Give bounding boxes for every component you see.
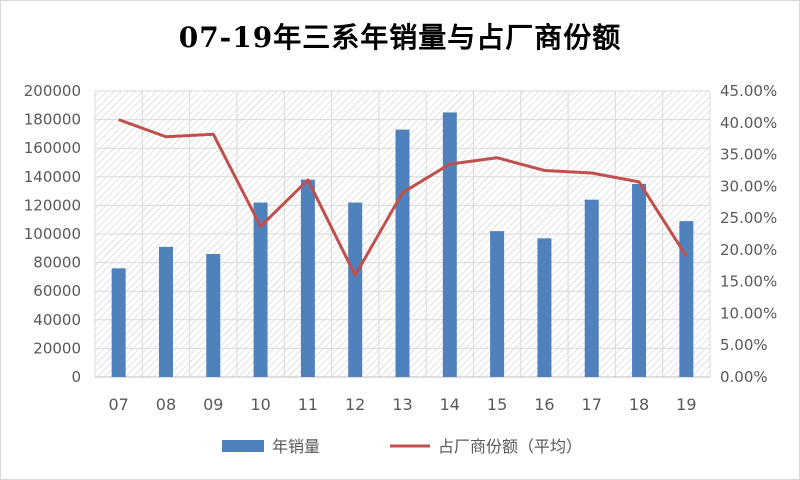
y-right-tick-label: 0.00%: [720, 368, 768, 386]
y-left-tick-label: 120000: [24, 196, 81, 214]
y-right-tick-label: 20.00%: [720, 241, 777, 259]
y-left-tick-label: 140000: [24, 168, 81, 186]
bar-15: [490, 231, 505, 377]
x-tick-label: 15: [487, 395, 507, 414]
y-right-tick-label: 5.00%: [720, 336, 768, 354]
y-right-tick-label: 45.00%: [720, 82, 777, 100]
legend-label-line: 占厂商份额（平均）: [438, 437, 582, 456]
y-left-tick-label: 200000: [24, 82, 81, 100]
x-tick-label: 08: [156, 395, 176, 414]
y-left-tick-label: 160000: [24, 139, 81, 157]
bar-18: [632, 183, 647, 377]
bar-17: [584, 199, 599, 377]
y-left-tick-label: 100000: [24, 225, 81, 243]
bar-10: [253, 202, 268, 377]
chart-title: 07-19年三系年销量与占厂商份额: [178, 21, 622, 54]
bar-08: [158, 246, 173, 377]
legend-swatch-bar: [222, 440, 264, 452]
y-right-tick-label: 15.00%: [720, 273, 777, 291]
x-tick-label: 13: [392, 395, 412, 414]
bar-13: [395, 129, 410, 377]
y-left-tick-label: 80000: [33, 254, 81, 272]
x-tick-label: 07: [108, 395, 128, 414]
y-right-tick-label: 25.00%: [720, 209, 777, 227]
bar-19: [679, 221, 694, 377]
x-tick-label: 18: [629, 395, 649, 414]
bar-11: [300, 179, 315, 377]
bar-12: [348, 202, 363, 377]
y-left-tick-label: 20000: [33, 339, 81, 357]
x-tick-label: 17: [582, 395, 602, 414]
y-left-tick-label: 180000: [24, 111, 81, 129]
bar-07: [111, 268, 126, 377]
x-tick-label: 19: [676, 395, 696, 414]
y-right-tick-label: 40.00%: [720, 114, 777, 132]
y-right-tick-label: 10.00%: [720, 304, 777, 322]
legend-label-bar: 年销量: [272, 437, 320, 456]
x-tick-label: 14: [440, 395, 460, 414]
bar-14: [442, 112, 457, 377]
bar-16: [537, 238, 552, 377]
x-tick-label: 10: [250, 395, 270, 414]
y-left-tick-label: 0: [71, 368, 81, 386]
y-right-tick-label: 30.00%: [720, 177, 777, 195]
x-tick-label: 16: [534, 395, 554, 414]
y-left-tick-label: 60000: [33, 282, 81, 300]
x-tick-label: 12: [345, 395, 365, 414]
x-tick-label: 09: [203, 395, 223, 414]
x-tick-label: 11: [298, 395, 318, 414]
y-left-tick-label: 40000: [33, 311, 81, 329]
bar-09: [206, 254, 221, 377]
y-right-tick-label: 35.00%: [720, 146, 777, 164]
